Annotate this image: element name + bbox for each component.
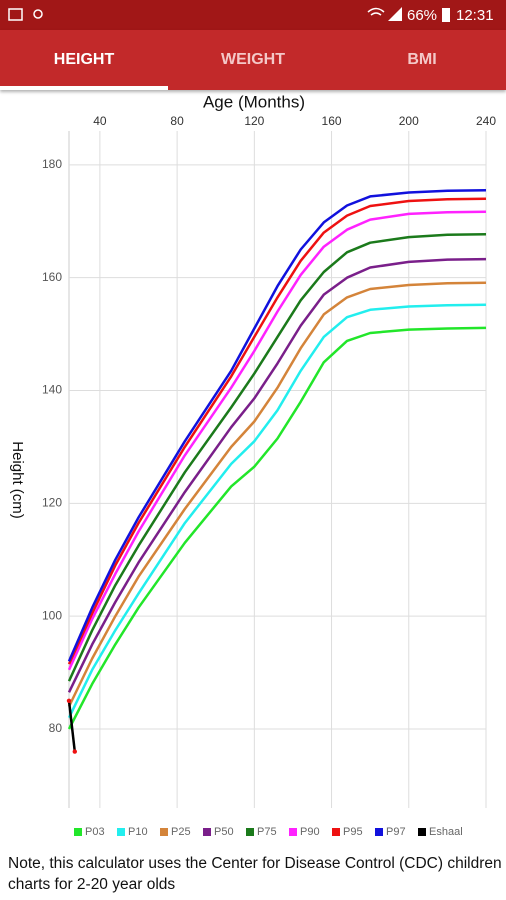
- x-tick-label: 120: [244, 114, 264, 128]
- tab[interactable]: HEIGHT: [0, 30, 168, 90]
- series-line: [67, 700, 77, 752]
- battery-icon: [442, 8, 450, 22]
- series-line: [67, 303, 487, 719]
- clock: 12:31: [456, 7, 494, 24]
- legend-label: P90: [300, 826, 320, 838]
- tab[interactable]: BMI: [407, 51, 437, 68]
- x-tick-label: 200: [399, 114, 419, 128]
- status-icons: [8, 7, 450, 22]
- x-tick-label: 40: [93, 114, 107, 128]
- y-tick-label: 100: [42, 608, 62, 622]
- legend-swatch: [289, 828, 297, 836]
- series-line: [67, 281, 487, 708]
- gallery-icon: [8, 8, 23, 21]
- y-tick-label: 160: [42, 270, 62, 284]
- series-line: [67, 210, 487, 671]
- legend-label: Eshaal: [429, 826, 463, 838]
- legend-swatch: [418, 828, 426, 836]
- legend-label: P03: [85, 826, 105, 838]
- legend-swatch: [375, 828, 383, 836]
- series-line: [67, 232, 487, 682]
- y-tick-label: 120: [42, 496, 62, 510]
- legend-swatch: [74, 828, 82, 836]
- legend-label: P10: [128, 826, 148, 838]
- legend-label: P95: [343, 826, 363, 838]
- legend-swatch: [203, 828, 211, 836]
- y-tick-label: 180: [42, 157, 62, 171]
- chart: Age (Months) Height (cm) 40 80 120 160 200 24…: [9, 92, 496, 838]
- x-tick-label: 80: [170, 114, 184, 128]
- tab[interactable]: WEIGHT: [221, 51, 285, 68]
- series-line: [67, 188, 487, 662]
- legend-label: P75: [257, 826, 277, 838]
- battery-text: 66%: [407, 7, 438, 24]
- x-tick-label: 160: [322, 114, 342, 128]
- legend-swatch: [332, 828, 340, 836]
- series-line: [67, 326, 487, 730]
- note: Note, this calculator uses the Center fo…: [8, 855, 502, 893]
- legend-label: P25: [171, 826, 191, 838]
- data-point: [66, 698, 72, 704]
- y-axis-title: Height (cm): [9, 441, 26, 519]
- wifi-icon: [367, 7, 385, 16]
- status-bar: 66% 12:31: [0, 0, 506, 30]
- x-tick-label: 240: [476, 114, 496, 128]
- data-point: [72, 749, 77, 754]
- y-tick-label: 140: [42, 383, 62, 397]
- series-line: [67, 197, 487, 665]
- legend-label: P97: [386, 826, 406, 838]
- tab-bar: HEIGHT WEIGHT BMI: [0, 30, 506, 90]
- x-axis-title: Age (Months): [203, 92, 305, 111]
- legend-swatch: [246, 828, 254, 836]
- y-tick-label: 80: [49, 721, 63, 735]
- legend-label: P50: [214, 826, 234, 838]
- legend-swatch: [117, 828, 125, 836]
- signal-icon: [388, 7, 402, 21]
- series-line: [67, 257, 487, 693]
- legend-swatch: [160, 828, 168, 836]
- brightness-icon: [33, 9, 43, 19]
